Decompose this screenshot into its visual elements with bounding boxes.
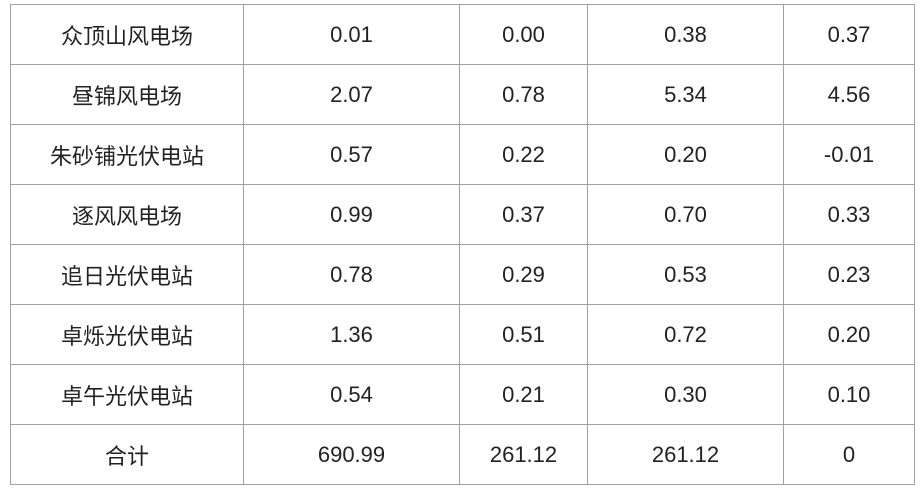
table-cell: 0 (783, 424, 915, 485)
table-cell: 0.51 (459, 304, 588, 365)
table-cell: 0.20 (587, 124, 784, 185)
table-cell: 0.37 (459, 184, 588, 245)
table-cell: 1.36 (243, 304, 460, 365)
row-label: 追日光伏电站 (10, 244, 244, 305)
row-label: 卓午光伏电站 (10, 364, 244, 425)
table-cell: 690.99 (243, 424, 460, 485)
table-row: 合计 690.99 261.12 261.12 0 (10, 424, 915, 485)
table-cell: 0.29 (459, 244, 588, 305)
table-body: 众顶山风电场 0.01 0.00 0.38 0.37 昼锦风电场 2.07 0.78 5.34 4… (10, 4, 915, 485)
table-cell: 5.34 (587, 64, 784, 125)
row-label: 朱砂铺光伏电站 (10, 124, 244, 185)
table-cell: 0.72 (587, 304, 784, 365)
table-row: 朱砂铺光伏电站 0.57 0.22 0.20 -0.01 (10, 124, 915, 185)
table-cell: 0.22 (459, 124, 588, 185)
table-cell: 0.37 (783, 4, 915, 65)
table-row: 逐风风电场 0.99 0.37 0.70 0.33 (10, 184, 915, 245)
data-table: 众顶山风电场 0.01 0.00 0.38 0.37 昼锦风电场 2.07 0.78 5.34 4… (10, 4, 915, 485)
table-cell: 0.20 (783, 304, 915, 365)
table-cell: 0.33 (783, 184, 915, 245)
row-label: 卓烁光伏电站 (10, 304, 244, 365)
table-cell: 2.07 (243, 64, 460, 125)
table-cell: 0.78 (459, 64, 588, 125)
table-cell: 0.54 (243, 364, 460, 425)
table-cell: 0.38 (587, 4, 784, 65)
table-cell: 0.57 (243, 124, 460, 185)
table-cell: 0.10 (783, 364, 915, 425)
table-cell: 0.30 (587, 364, 784, 425)
table-row: 众顶山风电场 0.01 0.00 0.38 0.37 (10, 4, 915, 65)
row-label: 昼锦风电场 (10, 64, 244, 125)
row-label: 合计 (10, 424, 244, 485)
table-cell: 261.12 (459, 424, 588, 485)
table-cell: 261.12 (587, 424, 784, 485)
table-cell: 0.23 (783, 244, 915, 305)
table-cell: 0.00 (459, 4, 588, 65)
table-cell: 0.01 (243, 4, 460, 65)
table-cell: -0.01 (783, 124, 915, 185)
row-label: 众顶山风电场 (10, 4, 244, 65)
table-row: 昼锦风电场 2.07 0.78 5.34 4.56 (10, 64, 915, 125)
table-cell: 0.53 (587, 244, 784, 305)
table-cell: 4.56 (783, 64, 915, 125)
table-cell: 0.70 (587, 184, 784, 245)
table-cell: 0.78 (243, 244, 460, 305)
table-cell: 0.99 (243, 184, 460, 245)
row-label: 逐风风电场 (10, 184, 244, 245)
table-row: 卓午光伏电站 0.54 0.21 0.30 0.10 (10, 364, 915, 425)
table-row: 卓烁光伏电站 1.36 0.51 0.72 0.20 (10, 304, 915, 365)
table-cell: 0.21 (459, 364, 588, 425)
table-row: 追日光伏电站 0.78 0.29 0.53 0.23 (10, 244, 915, 305)
